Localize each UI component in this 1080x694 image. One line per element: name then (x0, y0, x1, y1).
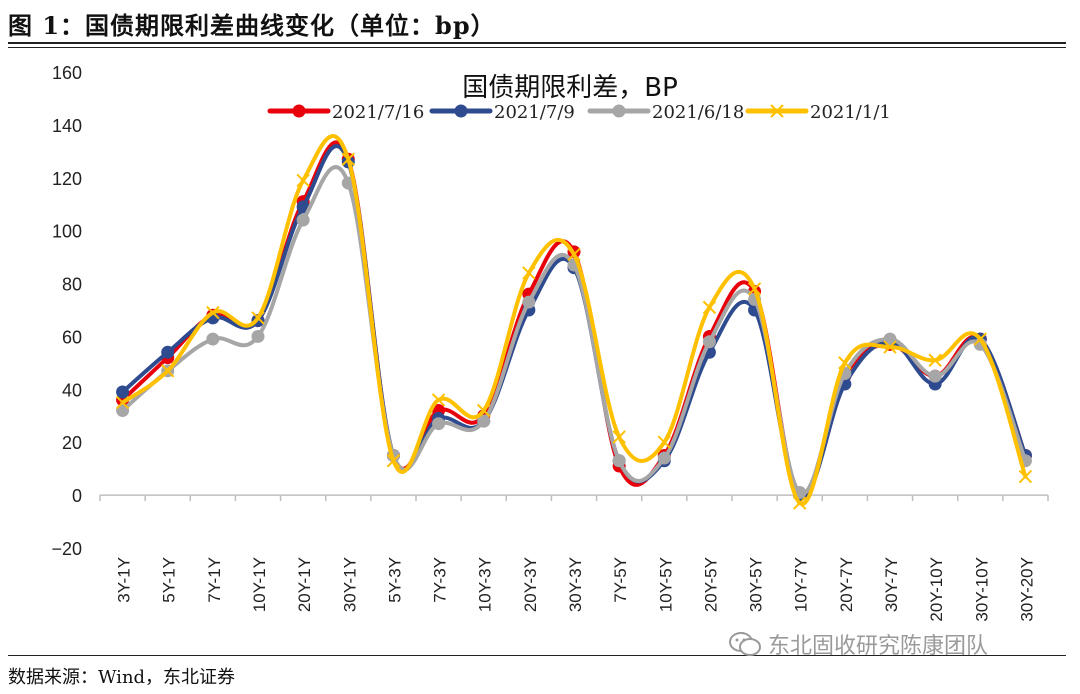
y-axis: −20 0 20 40 60 80 100 120 140 160 (51, 63, 82, 559)
x-axis: 3Y-1Y 5Y-1Y 7Y-1Y 10Y-1Y 20Y-1Y 30Y-1Y 5Y-3Y 7Y… (99, 494, 1049, 622)
y-tick-label: 40 (62, 380, 82, 400)
top-rule (8, 42, 1066, 44)
x-tick-label: 10Y-7Y (792, 557, 811, 612)
data-point-x (251, 311, 265, 325)
x-tick-label: 20Y-3Y (521, 557, 540, 612)
data-point-x (747, 282, 762, 296)
source-note: 数据来源：Wind，东北证券 (8, 667, 236, 688)
x-tick-label: 7Y-1Y (205, 557, 224, 603)
y-tick-label: 140 (52, 116, 82, 136)
x-tick-label: 5Y-3Y (385, 557, 404, 603)
x-tick-label: 20Y-5Y (701, 557, 720, 612)
data-point-x (702, 300, 717, 315)
x-tick-label: 10Y-5Y (656, 557, 675, 612)
watermark-text: 东北固收研究陈康团队 (768, 634, 989, 659)
x-tick-label: 7Y-5Y (611, 557, 630, 603)
legend-marker (292, 104, 306, 118)
data-point-x (341, 152, 355, 166)
x-tick-label: 7Y-3Y (431, 557, 450, 603)
legend-item: 2021/7/9 (429, 102, 575, 123)
wechat-icon (729, 632, 761, 656)
data-point (657, 451, 671, 465)
y-tick-label: 60 (62, 327, 82, 347)
y-tick-label: 120 (52, 169, 82, 189)
data-point-x (973, 332, 987, 346)
data-point-x (206, 305, 220, 320)
x-tick-label: 30Y-1Y (340, 557, 359, 612)
data-point-x (161, 364, 175, 378)
x-tick-label: 20Y-7Y (837, 557, 856, 612)
legend-label: 2021/6/18 (652, 102, 744, 123)
watermark: 东北固收研究陈康团队 (728, 628, 988, 660)
legend-label: 2021/1/1 (810, 102, 891, 123)
top-rule-thin (8, 47, 1066, 48)
data-point (432, 417, 446, 431)
series-2021-1-1 (115, 134, 1033, 510)
data-point (612, 454, 626, 468)
x-tick-label: 20Y-10Y (927, 557, 946, 622)
legend-item: 2021/1/1 (745, 102, 891, 123)
legend-item: 2021/7/16 (267, 102, 424, 123)
data-point-x (612, 430, 626, 444)
y-tick-label: 0 (72, 486, 82, 506)
data-point-x (522, 266, 536, 280)
data-point-x (793, 496, 807, 510)
data-point (702, 335, 716, 349)
y-tick-label: 80 (62, 275, 82, 295)
x-tick-label: 3Y-1Y (115, 557, 134, 603)
data-point (251, 329, 265, 343)
chart-title: 国债期限利差，BP (462, 73, 678, 103)
data-point-x (928, 353, 942, 367)
chart-legend: 2021/7/16 2021/7/9 2021/6/18 2021/1/1 (267, 102, 891, 123)
x-tick-label: 30Y-10Y (972, 557, 991, 622)
data-point-x (477, 403, 491, 418)
series-line (120, 134, 1028, 506)
data-point (928, 369, 942, 383)
x-tick-label: 30Y-3Y (566, 557, 585, 612)
legend-marker (770, 104, 784, 118)
data-point (477, 414, 491, 428)
series-layer (115, 134, 1033, 510)
x-tick-label: 10Y-3Y (476, 557, 495, 612)
x-tick-label: 30Y-7Y (882, 557, 901, 612)
x-tick-label: 30Y-5Y (747, 557, 766, 612)
data-point-x (1018, 469, 1033, 484)
data-point (883, 332, 897, 346)
data-point (522, 295, 536, 309)
data-point (116, 403, 130, 417)
bottom-rule (8, 655, 1066, 656)
data-point-x (386, 454, 401, 468)
data-point-x (883, 340, 897, 354)
legend-label: 2021/7/16 (332, 102, 424, 123)
data-point (296, 213, 310, 227)
data-point (116, 385, 130, 399)
y-tick-label: 20 (62, 433, 82, 453)
x-tick-label: 20Y-1Y (295, 557, 314, 612)
data-point (206, 332, 220, 346)
figure-title: 图 1：国债期限利差曲线变化（单位：bp） (8, 11, 496, 40)
y-tick-label: −20 (51, 539, 82, 559)
legend-label: 2021/7/9 (494, 102, 575, 123)
data-point-x (431, 393, 446, 407)
x-tick-label: 5Y-1Y (160, 557, 179, 603)
data-point-x (657, 435, 671, 449)
data-point (161, 345, 175, 359)
series-2021-6-18 (116, 165, 1032, 499)
x-tick-label: 30Y-20Y (1017, 557, 1036, 622)
x-tick-label: 10Y-1Y (250, 557, 269, 612)
legend-marker (612, 104, 626, 118)
legend-item: 2021/6/18 (587, 102, 744, 123)
y-tick-label: 100 (52, 222, 82, 242)
data-point-x (567, 247, 581, 262)
data-point-x (838, 356, 852, 370)
legend-marker (454, 104, 468, 118)
data-point-x (115, 395, 130, 410)
data-point-x (296, 173, 310, 188)
y-tick-label: 160 (52, 63, 82, 83)
